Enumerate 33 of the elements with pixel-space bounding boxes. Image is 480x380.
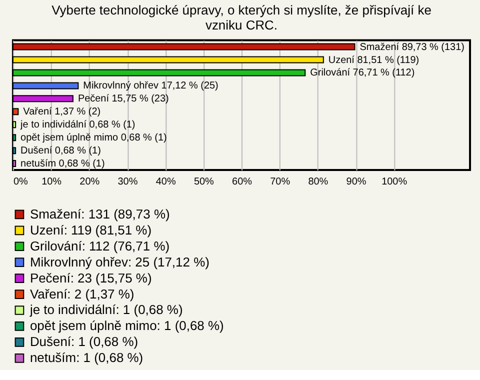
x-tick-label: 0% — [13, 176, 28, 188]
x-tick-label: 80% — [308, 176, 328, 188]
legend-label: netuším: 1 (0,68 %) — [30, 350, 144, 366]
x-tick-label: 70% — [270, 176, 290, 188]
legend-label: Grilování: 112 (76,71 %) — [30, 238, 170, 254]
legend-label: opět jsem úplně mimo: 1 (0,68 %) — [30, 318, 224, 334]
x-tick-label: 30% — [118, 176, 138, 188]
x-tick-label: 50% — [194, 176, 214, 188]
data-label: netuším 0,68 % (1) — [20, 158, 105, 170]
text: Vyberte technologické úpravy, o kterých si myslíte, že přispívají ke — [52, 2, 432, 18]
x-tick-label: 40% — [156, 176, 176, 188]
data-label: Smažení 89,73 % (131) — [360, 42, 464, 53]
text: vzniku CRC. — [205, 17, 278, 32]
data-label: Mikrovlnný ohřev 17,12 % (25) — [83, 80, 218, 92]
data-label: je to individální 0,68 % (1) — [20, 120, 136, 131]
legend-label: Pečení: 23 (15,75 %) — [30, 270, 152, 286]
legend-label: Mikrovlnný ohřev: 25 (17,12 %) — [30, 254, 210, 270]
x-tick-label: 60% — [232, 176, 252, 188]
legend-label: Vaření: 2 (1,37 %) — [30, 286, 134, 302]
x-tick-label: 20% — [80, 176, 100, 188]
legend-label: Uzení: 119 (81,51 %) — [30, 222, 152, 238]
data-label: Uzení 81,51 % (119) — [328, 54, 420, 66]
x-tick-label: 90% — [346, 176, 366, 188]
x-tick-label: 100% — [382, 176, 408, 188]
legend-label: Dušení: 1 (0,68 %) — [30, 334, 138, 350]
legend-label: je to individální: 1 (0,68 %) — [28, 302, 183, 318]
data-label: Pečení 15,75 % (23) — [78, 94, 169, 105]
data-label: Vaření 1,37 % (2) — [23, 106, 101, 118]
data-label: Grilování 76,71 % (112) — [310, 68, 415, 79]
data-label: Dušení 0,68 % (1) — [20, 146, 101, 157]
legend-label: Smažení: 131 (89,73 %) — [30, 206, 170, 222]
x-tick-label: 10% — [42, 176, 62, 188]
data-label: opět jsem úplně mimo 0,68 % (1) — [20, 132, 167, 144]
